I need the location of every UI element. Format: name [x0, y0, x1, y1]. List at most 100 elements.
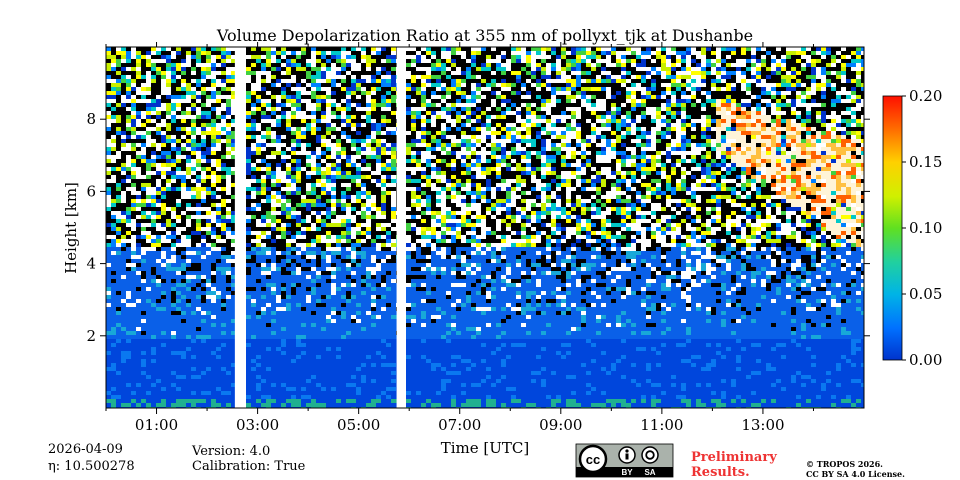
heatmap-cell [351, 99, 356, 103]
heatmap-cell [141, 391, 146, 395]
heatmap-cell [231, 267, 236, 271]
heatmap-cell [201, 363, 206, 367]
heatmap-cell [346, 159, 351, 163]
heatmap-cell [336, 323, 341, 327]
heatmap-cell [321, 191, 326, 195]
heatmap-cell [336, 351, 341, 355]
heatmap-cell [221, 179, 226, 183]
heatmap-cell [301, 387, 306, 391]
heatmap-cell [146, 199, 151, 203]
heatmap-cell [306, 359, 311, 363]
heatmap-cell [186, 91, 191, 95]
heatmap-cell [366, 235, 371, 239]
heatmap-cell [131, 359, 136, 363]
heatmap-cell [191, 299, 196, 303]
heatmap-cell [131, 139, 136, 143]
heatmap-cell [276, 199, 281, 203]
heatmap-cell [151, 371, 156, 375]
heatmap-cell [351, 123, 356, 127]
heatmap-cell [321, 211, 326, 215]
heatmap-cell [211, 267, 216, 271]
heatmap-cell [231, 215, 236, 219]
heatmap-cell [246, 279, 251, 283]
heatmap-cell [141, 111, 146, 115]
heatmap-cell [386, 123, 391, 127]
heatmap-cell [331, 347, 336, 351]
heatmap-cell [266, 335, 271, 339]
heatmap-cell [286, 187, 291, 191]
heatmap-cell [231, 299, 236, 303]
heatmap-cell [121, 91, 126, 95]
heatmap-cell [316, 203, 321, 207]
heatmap-cell [176, 251, 181, 255]
heatmap-cell [256, 67, 261, 71]
heatmap-cell [181, 219, 186, 223]
heatmap-cell [351, 287, 356, 291]
heatmap-cell [181, 347, 186, 351]
heatmap-cell [131, 299, 136, 303]
heatmap-cell [171, 83, 176, 87]
heatmap-cell [116, 99, 121, 103]
heatmap-cell [261, 195, 266, 199]
heatmap-cell [386, 79, 391, 83]
heatmap-cell [336, 283, 341, 287]
heatmap-cell [321, 87, 326, 91]
heatmap-cell [141, 359, 146, 363]
heatmap-cell [376, 311, 381, 315]
heatmap-cell [226, 247, 231, 251]
heatmap-cell [191, 139, 196, 143]
heatmap-cell [271, 107, 276, 111]
heatmap-cell [186, 199, 191, 203]
heatmap-cell [276, 227, 281, 231]
heatmap-cell [176, 195, 181, 199]
heatmap-cell [321, 175, 326, 179]
heatmap-cell [321, 119, 326, 123]
heatmap-cell [366, 367, 371, 371]
heatmap-cell [386, 279, 391, 283]
heatmap-cell [361, 155, 366, 159]
heatmap-cell [361, 243, 366, 247]
heatmap-cell [326, 351, 331, 355]
heatmap-cell [166, 351, 171, 355]
heatmap-cell [321, 399, 326, 403]
heatmap-cell [286, 131, 291, 135]
heatmap-cell [356, 335, 361, 339]
heatmap-cell [136, 143, 141, 147]
heatmap-cell [201, 103, 206, 107]
heatmap-cell [291, 319, 296, 323]
heatmap-cell [111, 47, 116, 51]
heatmap-cell [261, 387, 266, 391]
heatmap-cell [196, 107, 201, 111]
heatmap-cell [281, 291, 286, 295]
heatmap-cell [231, 275, 236, 279]
heatmap-cell [371, 123, 376, 127]
heatmap-cell [111, 339, 116, 343]
heatmap-cell [161, 339, 166, 343]
heatmap-cell [361, 127, 366, 131]
heatmap-cell [151, 143, 156, 147]
heatmap-cell [276, 183, 281, 187]
heatmap-cell [356, 175, 361, 179]
heatmap-cell [291, 307, 296, 311]
heatmap-cell [296, 103, 301, 107]
heatmap-cell [216, 51, 221, 55]
heatmap-cell [266, 375, 271, 379]
heatmap-cell [131, 71, 136, 75]
heatmap-cell [271, 271, 276, 275]
heatmap-cell [196, 187, 201, 191]
heatmap-cell [121, 59, 126, 63]
heatmap-cell [121, 391, 126, 395]
heatmap-cell [251, 75, 256, 79]
heatmap-cell [116, 399, 121, 403]
heatmap-cell [106, 299, 111, 303]
heatmap-cell [351, 223, 356, 227]
heatmap-cell [376, 115, 381, 119]
heatmap-cell [126, 231, 131, 235]
heatmap-cell [221, 83, 226, 87]
heatmap-cell [156, 83, 161, 87]
heatmap-cell [386, 187, 391, 191]
heatmap-cell [141, 263, 146, 267]
heatmap-cell [256, 199, 261, 203]
heatmap-cell [186, 191, 191, 195]
heatmap-cell [376, 183, 381, 187]
